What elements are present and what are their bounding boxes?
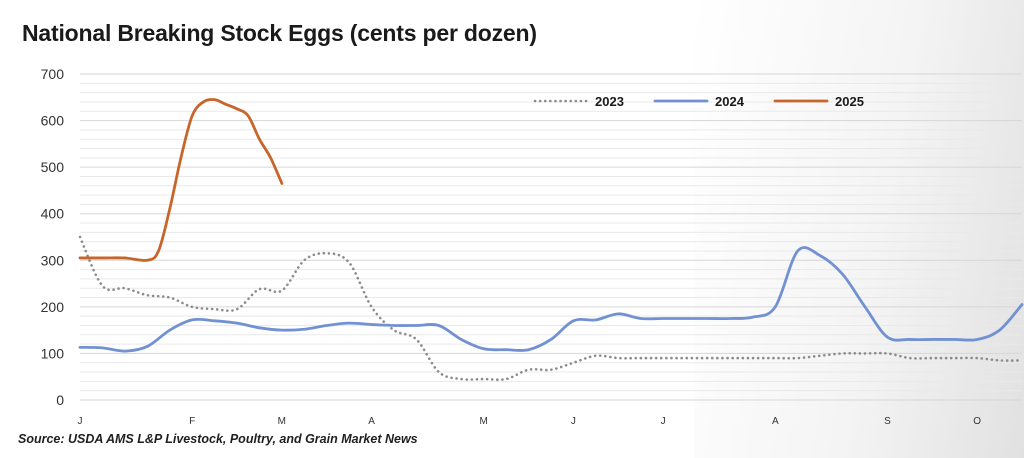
x-tick-label: S (884, 416, 891, 427)
x-tick-label: O (973, 416, 981, 427)
x-tick-label: A (772, 416, 779, 427)
grid-lines (80, 73, 1022, 401)
x-tick-label: M (278, 416, 286, 427)
series-line-2023 (78, 235, 1024, 382)
y-tick-label: 100 (41, 345, 65, 361)
y-tick-label: 200 (41, 299, 65, 315)
y-tick-label: 600 (41, 113, 65, 129)
y-tick-label: 400 (41, 206, 65, 222)
y-tick-label: 0 (56, 392, 64, 408)
x-tick-label: M (480, 416, 488, 427)
legend: 2023 2024 2025 (533, 94, 864, 109)
source-note: Source: USDA AMS L&P Livestock, Poultry,… (18, 432, 418, 446)
y-axis-ticks: 0 100 200 300 400 500 600 700 (41, 66, 65, 408)
legend-label-2023: 2023 (595, 94, 624, 109)
legend-label-2025: 2025 (835, 94, 864, 109)
series-line-2024 (78, 246, 1024, 353)
x-tick-label: J (571, 416, 576, 427)
y-tick-label: 500 (41, 159, 65, 175)
x-tick-label: F (189, 416, 195, 427)
legend-label-2024: 2024 (715, 94, 745, 109)
x-tick-label: A (368, 416, 375, 427)
series-lines (78, 98, 1024, 382)
y-tick-label: 300 (41, 252, 65, 268)
x-tick-label: J (78, 416, 83, 427)
chart-title: National Breaking Stock Eggs (cents per … (22, 20, 537, 46)
series-line-2025 (78, 98, 284, 262)
x-tick-label: J (661, 416, 666, 427)
y-tick-label: 700 (41, 66, 65, 82)
